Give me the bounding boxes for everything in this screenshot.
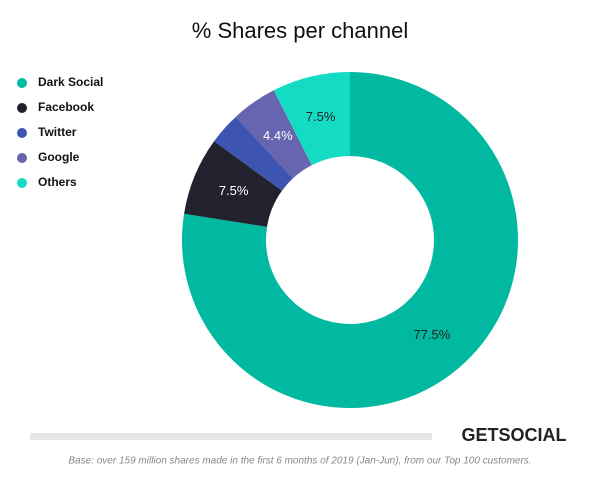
value-label: 7.5% [219,183,249,198]
legend-marker [17,128,27,138]
divider [30,433,432,440]
legend-marker [17,153,27,163]
legend-label: Twitter [38,125,77,139]
chart-title: % Shares per channel [192,18,408,43]
legend-label: Google [38,150,80,164]
donut-segment [214,116,293,191]
legend-label: Others [38,175,77,189]
donut-segment [184,141,283,227]
legend-marker [17,103,27,113]
donut-segment [235,90,312,179]
brand-logo: GETSOCIAL [461,425,566,445]
value-label: 77.5% [413,327,450,342]
footnote: Base: over 159 million shares made in th… [68,456,531,467]
legend-label: Dark Social [38,75,103,89]
legend-label: Facebook [38,100,94,114]
donut-segment [273,72,350,166]
legend-marker [17,178,27,188]
value-label: 7.5% [306,109,336,124]
value-label: 4.4% [263,128,293,143]
legend-marker [17,78,27,88]
donut-segment [182,72,519,408]
